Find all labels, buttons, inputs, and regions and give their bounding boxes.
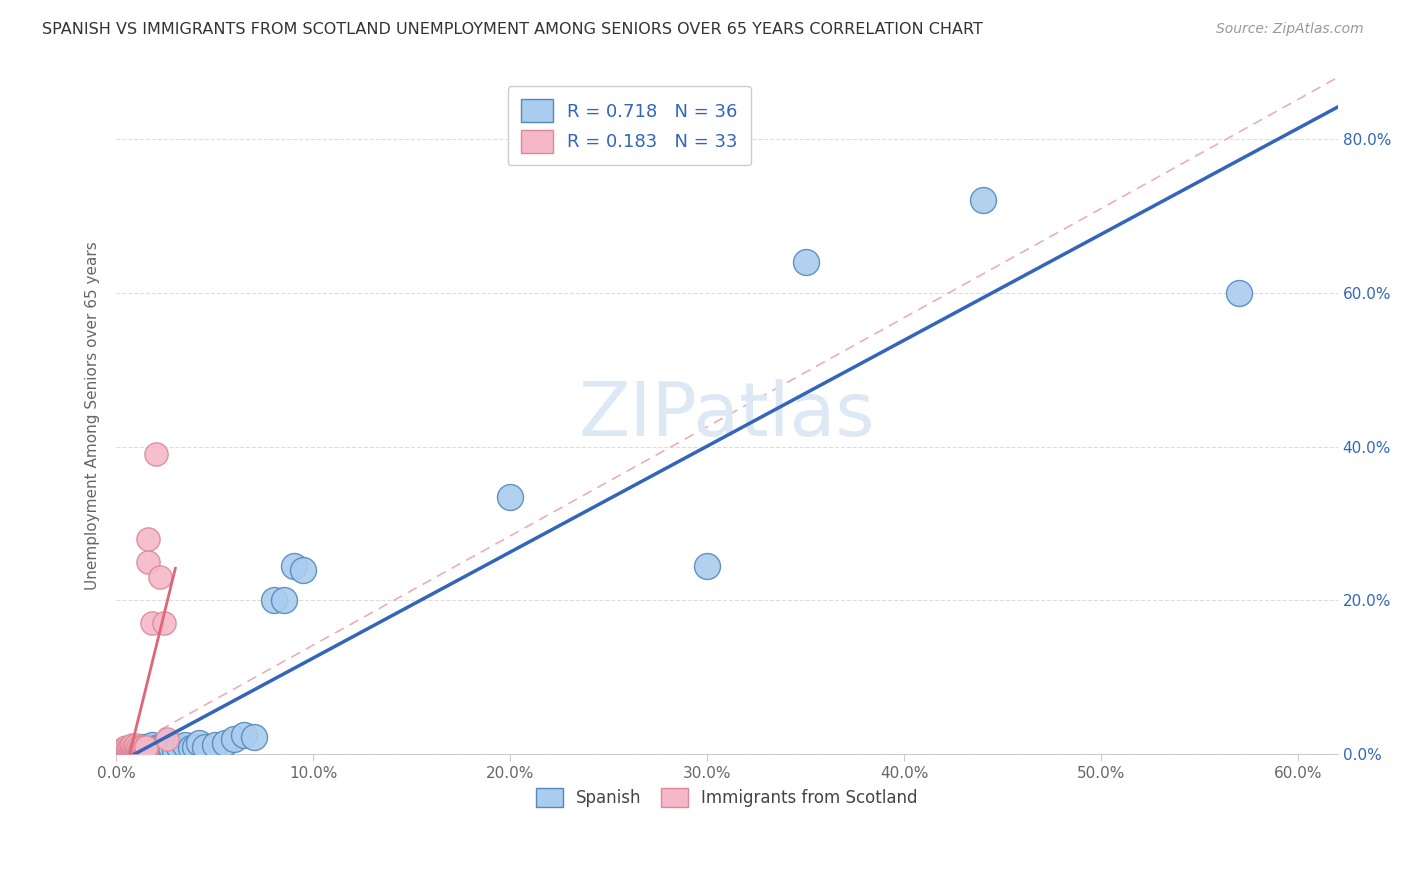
Point xyxy=(127,739,149,754)
Point xyxy=(139,741,162,756)
Point xyxy=(122,743,145,757)
Point xyxy=(149,743,172,757)
Point xyxy=(696,558,718,573)
Point xyxy=(145,741,167,756)
Point xyxy=(121,738,143,752)
Point xyxy=(122,739,145,754)
Point xyxy=(117,741,139,756)
Point xyxy=(125,738,148,752)
Point xyxy=(233,728,256,742)
Point xyxy=(263,593,285,607)
Point xyxy=(499,490,522,504)
Point xyxy=(125,743,148,757)
Point xyxy=(117,743,139,757)
Point xyxy=(129,743,152,757)
Point xyxy=(125,743,148,757)
Point xyxy=(180,741,202,756)
Point xyxy=(125,741,148,756)
Point xyxy=(149,739,172,754)
Point xyxy=(120,739,142,754)
Point xyxy=(135,739,157,754)
Point xyxy=(135,739,157,754)
Point xyxy=(156,731,179,746)
Point xyxy=(121,743,143,757)
Point xyxy=(155,736,177,750)
Point xyxy=(135,743,157,757)
Point xyxy=(165,743,187,757)
Point xyxy=(121,741,143,756)
Point xyxy=(121,741,143,756)
Point xyxy=(292,563,315,577)
Point xyxy=(188,736,211,750)
Point xyxy=(135,743,157,757)
Point xyxy=(152,616,174,631)
Point xyxy=(120,743,142,757)
Point xyxy=(132,743,155,757)
Point xyxy=(131,743,153,757)
Point xyxy=(273,593,295,607)
Point xyxy=(972,194,994,208)
Point xyxy=(194,739,217,754)
Point xyxy=(136,532,159,546)
Point xyxy=(131,743,153,757)
Point xyxy=(115,743,138,757)
Point xyxy=(127,743,149,757)
Point xyxy=(160,739,183,754)
Point xyxy=(145,447,167,461)
Point xyxy=(214,736,236,750)
Legend: Spanish, Immigrants from Scotland: Spanish, Immigrants from Scotland xyxy=(529,781,925,814)
Point xyxy=(1227,285,1250,300)
Point xyxy=(149,570,172,584)
Point xyxy=(112,741,135,756)
Point xyxy=(115,743,138,757)
Point xyxy=(141,738,163,752)
Point xyxy=(174,738,197,752)
Text: Source: ZipAtlas.com: Source: ZipAtlas.com xyxy=(1216,22,1364,37)
Point xyxy=(243,730,266,744)
Point xyxy=(169,739,191,754)
Point xyxy=(136,555,159,569)
Point xyxy=(184,739,207,754)
Point xyxy=(132,741,155,756)
Point xyxy=(141,616,163,631)
Point xyxy=(155,741,177,756)
Point xyxy=(131,739,153,754)
Point xyxy=(794,255,817,269)
Text: SPANISH VS IMMIGRANTS FROM SCOTLAND UNEMPLOYMENT AMONG SENIORS OVER 65 YEARS COR: SPANISH VS IMMIGRANTS FROM SCOTLAND UNEM… xyxy=(42,22,983,37)
Point xyxy=(129,741,152,756)
Point xyxy=(204,738,226,752)
Text: ZIPatlas: ZIPatlas xyxy=(579,379,875,452)
Point xyxy=(111,743,134,757)
Point xyxy=(129,739,152,754)
Point xyxy=(283,558,305,573)
Point xyxy=(115,739,138,754)
Point xyxy=(224,731,246,746)
Y-axis label: Unemployment Among Seniors over 65 years: Unemployment Among Seniors over 65 years xyxy=(86,242,100,591)
